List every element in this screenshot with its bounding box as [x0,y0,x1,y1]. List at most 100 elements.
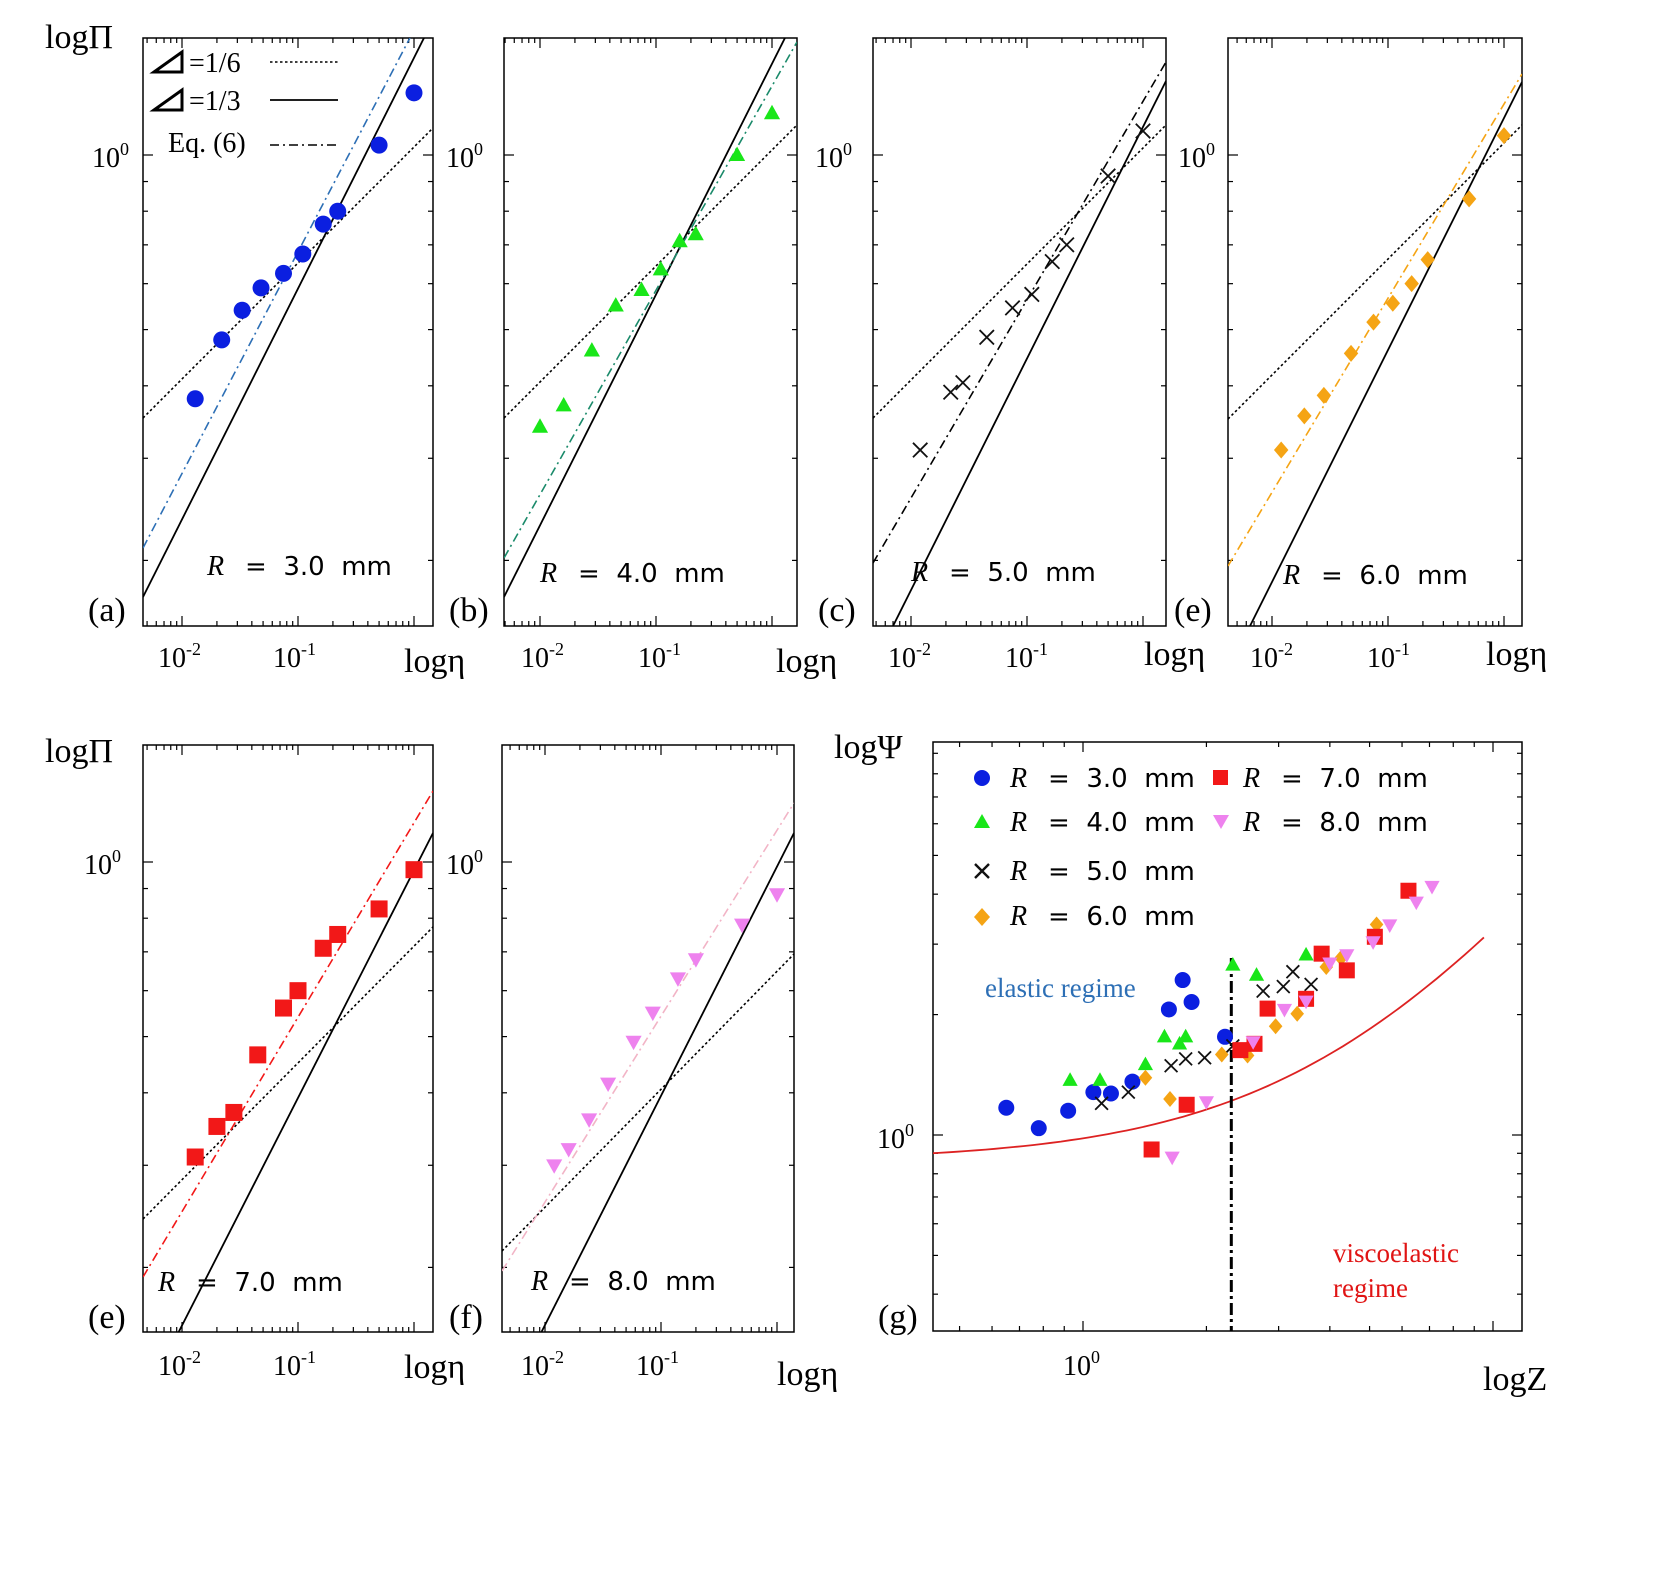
panel-a-ytick: 100 [92,139,129,174]
data-point-circle [405,84,423,102]
panel-e-top-points [1273,127,1512,459]
panel-f-xtick-1: 10-2 [521,1347,564,1382]
panel-e-top-ytick: 100 [1178,139,1215,174]
legend-label: = 6.0 mm [1048,902,1195,932]
legend-symbol: R [1242,763,1260,794]
data-point-diamond [1369,916,1384,933]
panel-e-bottom-fit-line [143,790,433,1278]
data-point-x [942,384,959,401]
panel-b-points [531,104,781,433]
panel-g: logΨ (g) logZ 100 100 elastic regime vis… [834,729,1547,1398]
data-point-square [275,999,293,1017]
legend-symbol: R [1009,807,1027,838]
panel-c-radius-label: R = 5.0 mm [910,557,1096,588]
legend-marker-diamond [974,908,990,926]
slope-triangle-icon [149,87,184,112]
panel-f-xlabel: logη [777,1356,838,1393]
data-point-x [1023,286,1040,303]
panel-e-top-label: (e) [1174,592,1212,629]
panel-a-xtick-1: 10-2 [158,639,201,674]
data-point-x [1094,1096,1109,1111]
data-point-triangle-down [560,1143,577,1158]
panel-f: (f) logη 100 10-2 10-1 R = 8.0 mm [446,744,838,1393]
legend-label: = 4.0 mm [1048,808,1195,838]
panel-a: logΠ (a) logη 100 10-2 10-1 R = 3.0 mm =… [45,19,465,680]
panel-g-fit-curve [933,936,1485,1155]
panel-a-frame [142,37,434,627]
data-point-circle [370,136,388,154]
data-point-triangle-down [1322,957,1338,972]
panel-g-ytick: 100 [877,1120,914,1155]
data-point-triangle-down [1276,1003,1293,1018]
data-point-circle [329,202,347,220]
data-point-square [1400,882,1417,899]
legend-label: = 5.0 mm [1048,857,1195,887]
panel-c-ticks [873,38,1166,626]
data-point-square [249,1046,267,1064]
data-point-square [289,982,307,1000]
data-point-triangle-up [583,342,600,357]
data-point-triangle-down [600,1077,617,1093]
data-point-triangle-down [644,1006,661,1022]
legend-marker-square [1213,770,1228,785]
data-point-diamond [1461,190,1477,208]
data-point-square [186,1148,204,1166]
data-point-diamond [1404,275,1419,293]
data-point-diamond [1385,294,1401,312]
data-point-x [1178,1051,1193,1066]
panel-e-bottom-plot-area [143,790,433,1332]
data-point-triangle-down [1245,1036,1261,1050]
data-point-circle [186,390,204,408]
panel-e-bottom-xlabel: logη [404,1349,465,1386]
panel-c-plot-area [873,61,1166,626]
data-point-triangle-down [546,1159,563,1174]
data-point-triangle-up [652,260,669,276]
data-point-diamond [1268,1018,1283,1035]
legend-marker-triangle-down [1213,815,1229,829]
panel-e-top-plot-area [1228,73,1522,626]
data-point-x [1197,1050,1212,1065]
legend-entry-eq6: Eq. (6) [168,128,246,159]
panel-c-frame [872,37,1167,627]
data-point-x [1276,979,1291,994]
legend-symbol: R [1242,807,1260,838]
panel-a-radius-symbol: R [206,551,224,582]
panel-e-top-xtick-1: 10-2 [1250,639,1293,674]
panel-b-ticks [504,38,797,626]
legend-label: = 7.0 mm [1281,764,1428,794]
data-point-triangle-up [633,281,650,296]
data-point-circle [213,331,231,349]
data-point-circle [275,264,293,282]
panel-c-fit-line [873,61,1166,564]
data-point-x [912,442,929,458]
data-point-diamond [1420,251,1435,269]
panel-f-xtick-2: 10-1 [636,1347,679,1382]
data-point-circle [1030,1120,1047,1137]
panel-e-bottom-xtick-1: 10-2 [158,1347,201,1382]
panel-e-top-radius-symbol: R [1282,560,1300,591]
panel-b-fit-line [504,41,797,559]
panel-c-slope-1-6-line [873,124,1166,419]
data-point-square [1338,962,1355,979]
legend-symbol: R [1009,901,1027,932]
panel-c-xtick-2: 10-1 [1005,639,1048,674]
data-point-square [1259,1000,1276,1017]
panel-a-label: (a) [88,592,126,629]
data-point-diamond [1214,1046,1229,1063]
data-point-triangle-up [671,232,688,248]
panel-e-bottom-radius-value: = 7.0 mm [196,1268,343,1298]
data-point-x [955,374,971,391]
panel-c-points [912,123,1151,458]
data-point-triangle-up [1156,1028,1173,1043]
data-point-circle [252,279,270,297]
data-point-x [978,329,995,346]
legend-marker-triangle-up [974,814,990,828]
panel-b-frame [503,37,798,627]
data-point-circle [1183,994,1200,1011]
legend-label: = 3.0 mm [1048,764,1195,794]
panel-e-bottom-frame [142,744,434,1333]
data-point-triangle-down [687,953,704,968]
panel-f-slope-1-6-line [502,953,794,1252]
data-point-x [1304,977,1319,992]
